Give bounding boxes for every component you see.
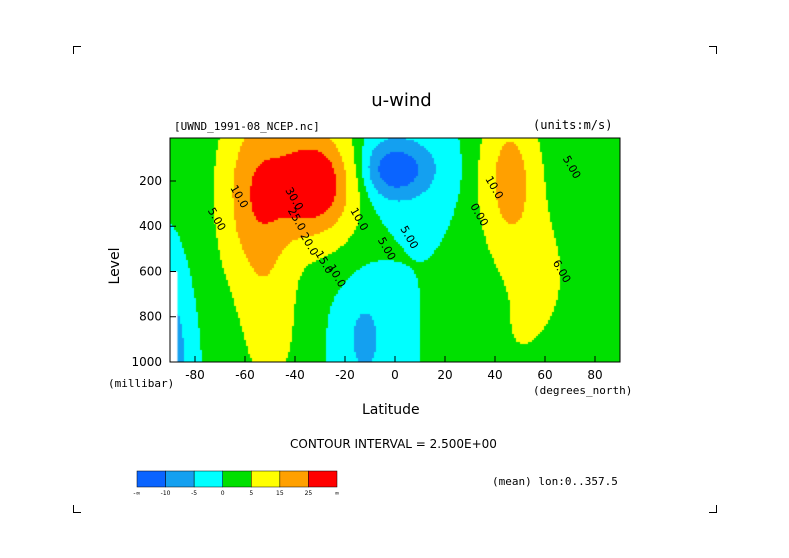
- corner-mark-top-left: [73, 46, 81, 54]
- file-label: [UWND_1991-08_NCEP.nc]: [174, 120, 320, 133]
- y-axis-unit: (millibar): [108, 377, 175, 390]
- contour-label-13: 6.00: [550, 257, 574, 285]
- contour-label-1: 5.00: [205, 205, 229, 233]
- x-tick-label-5: 20: [437, 368, 452, 382]
- contour-label-3: 25.0: [285, 205, 309, 233]
- colorbar-swatch-2: [193, 470, 223, 488]
- x-tick-label-6: 40: [487, 368, 502, 382]
- plot-area: 10.0 5.00 30.0 25.0 20.0 15.0 10.0 10.0 5.00 5.00…: [170, 138, 620, 362]
- x-axis-unit: (degrees_north): [533, 384, 633, 397]
- colorbar-swatch-1: [165, 470, 195, 488]
- corner-mark-bottom-right: [709, 505, 717, 513]
- x-axis-label: Latitude: [362, 402, 420, 418]
- x-tick-label-2: -40: [285, 368, 305, 382]
- corner-mark-bottom-left: [73, 505, 81, 513]
- contour-interval-text: CONTOUR INTERVAL = 2.500E+00: [290, 437, 497, 451]
- x-tick-label-7: 60: [537, 368, 552, 382]
- colorbar-label-1: -10: [161, 490, 171, 497]
- x-tick-label-3: -20: [335, 368, 355, 382]
- y-tick-label-2: 600: [139, 264, 162, 278]
- colorbar-label-0: -∞: [133, 490, 140, 497]
- colorbar-label-2: -5: [191, 490, 197, 497]
- x-tick-label-8: 80: [587, 368, 602, 382]
- contour-label-0: 10.0: [227, 183, 251, 211]
- x-tick-label-0: -80: [185, 368, 205, 382]
- y-tick-label-0: 200: [139, 174, 162, 188]
- colorbar-label-7: ∞: [335, 490, 340, 497]
- colorbar-swatch-0: [136, 470, 166, 488]
- chart-title: u-wind: [371, 90, 432, 111]
- colorbar-swatch-3: [222, 470, 252, 488]
- y-tick-label-1: 400: [139, 219, 162, 233]
- x-tick-label-1: -60: [235, 368, 255, 382]
- y-tick-label-4: 1000: [131, 355, 162, 369]
- colorbar-label-4: 5: [249, 490, 253, 497]
- y-tick-label-3: 800: [139, 310, 162, 324]
- contour-label-12: 5.00: [560, 153, 584, 181]
- colorbar-swatch-5: [279, 470, 309, 488]
- contour-label-10: 10.0: [482, 174, 506, 202]
- contour-label-7: 10.0: [347, 205, 371, 233]
- colorbar-label-3: 0: [221, 490, 225, 497]
- contour-label-6: 10.0: [325, 262, 349, 290]
- y-axis-label: Level: [107, 247, 123, 285]
- mean-longitude-text: (mean) lon:0..357.5: [492, 475, 618, 488]
- colorbar-label-6: 25: [305, 490, 313, 497]
- colorbar-label-5: 15: [276, 490, 284, 497]
- contour-label-8: 5.00: [375, 235, 399, 263]
- colorbar-swatch-6: [308, 470, 338, 488]
- plot-overlay: 10.05.0030.025.020.015.010.010.05.005.00…: [205, 153, 584, 290]
- units-label: (units:m/s): [533, 118, 613, 132]
- x-tick-label-4: 0: [391, 368, 399, 382]
- colorbar-swatch-4: [251, 470, 281, 488]
- contour-label-11: 0.00: [467, 201, 491, 229]
- corner-mark-top-right: [709, 46, 717, 54]
- contour-label-9: 5.00: [397, 224, 421, 252]
